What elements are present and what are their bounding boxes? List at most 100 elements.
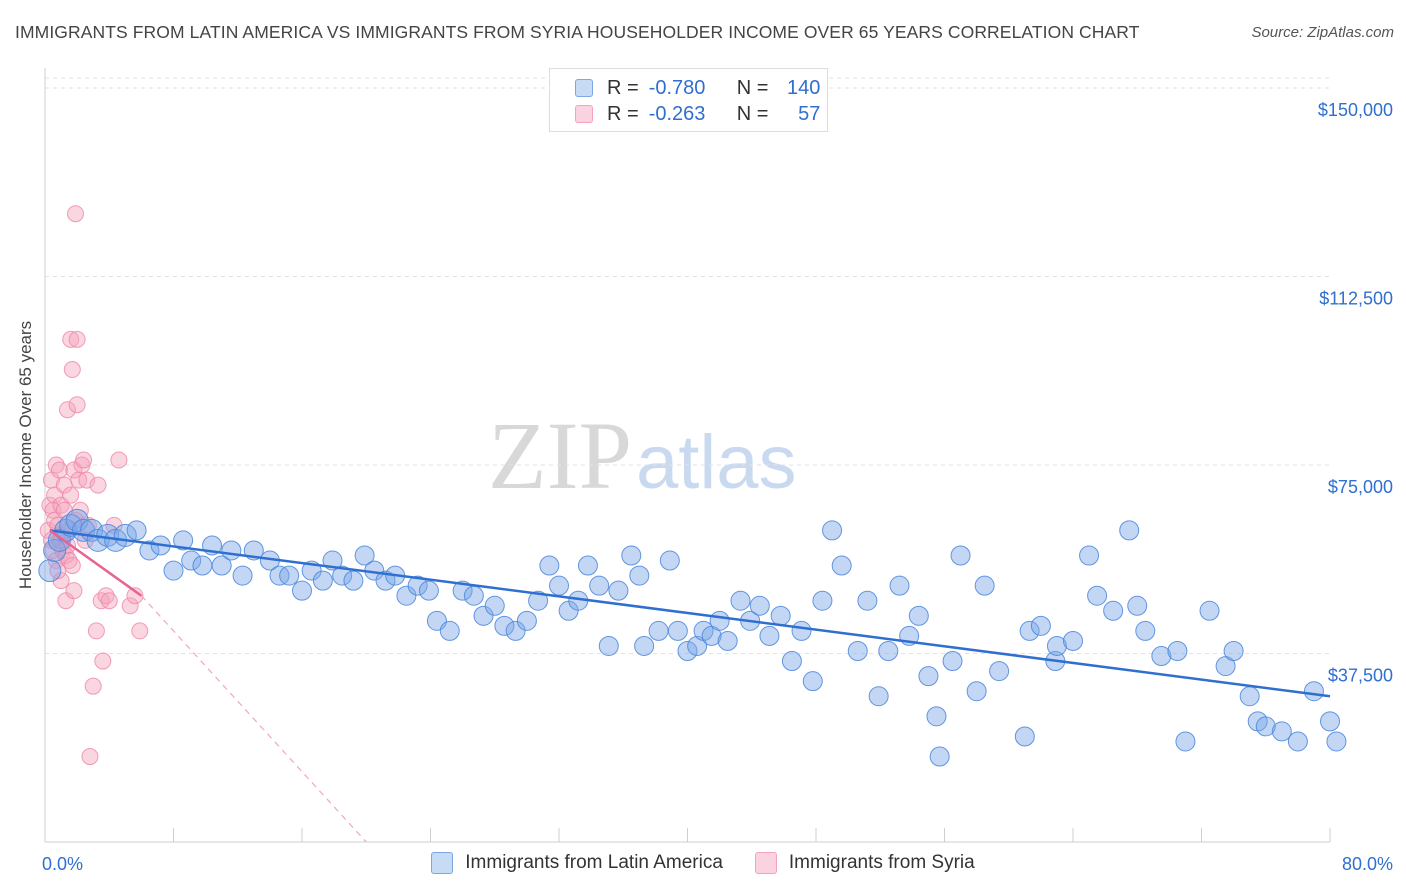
latin-america-point (577, 555, 598, 576)
series-legend: Immigrants from Latin America Immigrants… (0, 852, 1406, 874)
latin-america-point (139, 540, 160, 561)
syria-point (131, 622, 149, 640)
latin-america-point (549, 575, 569, 596)
y-tick-label: $112,500 (1319, 289, 1393, 309)
latin-america-point (812, 590, 833, 611)
latin-america-point (232, 565, 253, 586)
syria-trend-extension (140, 595, 367, 843)
syria-point (50, 461, 68, 479)
latin-america-point (791, 620, 812, 641)
latin-america-point (396, 585, 417, 606)
syria-point (89, 476, 107, 494)
chart-title: IMMIGRANTS FROM LATIN AMERICA VS IMMIGRA… (15, 22, 1140, 42)
latin-america-point (1127, 595, 1148, 616)
legend-label-latin: Immigrants from Latin America (465, 852, 723, 873)
x-tick-label: 80.0% (1342, 854, 1393, 874)
latin-america-point (629, 565, 650, 586)
latin-america-point (192, 555, 213, 576)
latin-america-point (831, 555, 852, 576)
syria-point (63, 557, 81, 575)
latin-america-point (505, 620, 526, 641)
syria-point (110, 451, 128, 469)
latin-america-point (539, 555, 560, 576)
legend-n-value: 57 (798, 102, 821, 125)
latin-america-point (221, 540, 242, 561)
legend-r-value: -0.263 (648, 102, 706, 125)
legend-swatch-latin (575, 79, 593, 97)
latin-america-point (966, 681, 987, 702)
syria-point (62, 330, 80, 348)
source-label: Source: ZipAtlas.com (1251, 24, 1394, 41)
latin-america-point (759, 625, 780, 646)
latin-america-point (950, 545, 971, 566)
legend-r-value: -0.780 (648, 76, 706, 99)
syria-point (87, 622, 105, 640)
latin-america-point (589, 575, 610, 596)
latin-america-point (929, 746, 950, 767)
latin-america-point (1019, 620, 1040, 641)
latin-america-point (770, 605, 791, 626)
y-tick-label: $37,500 (1328, 666, 1393, 686)
latin-america-point (667, 620, 688, 641)
correlation-legend: R = -0.780 N = 140 R = -0.263 N = 57 (549, 68, 828, 132)
latin-america-point (38, 559, 62, 583)
legend-r-label: R = (607, 76, 639, 99)
latin-america-point (516, 610, 537, 631)
latin-america-point (1255, 716, 1276, 737)
y-tick-label: $75,000 (1328, 477, 1393, 497)
latin-america-trend-line (49, 529, 1331, 698)
watermark-zip: ZIP (488, 402, 632, 509)
syria-point (94, 652, 112, 670)
syria-point (84, 677, 102, 695)
syria-points (39, 205, 149, 766)
latin-america-point (847, 641, 868, 661)
latin-america-point (173, 530, 194, 551)
axes (44, 68, 1331, 843)
latin-america-point (1087, 585, 1108, 606)
latin-america-point (407, 575, 428, 596)
legend-swatch-syria (754, 852, 777, 874)
legend-item-syria: Immigrants from Syria (754, 852, 975, 874)
latin-america-point (822, 520, 843, 541)
latin-america-point (354, 545, 375, 566)
latin-america-point (1063, 630, 1083, 651)
tick-labels: $37,500 $75,000 $112,500 $150,000 0.0% 80.0% (42, 100, 1393, 874)
latin-america-point (621, 545, 642, 566)
latin-america-point (1223, 641, 1244, 661)
latin-america-point (648, 620, 669, 641)
syria-point (68, 330, 86, 348)
syria-point (79, 516, 97, 534)
latin-america-point (439, 620, 460, 641)
latin-america-point (709, 610, 730, 631)
latin-america-point (1046, 635, 1067, 656)
watermark-atlas: atlas (636, 420, 797, 505)
latin-america-point (312, 570, 333, 591)
legend-row-syria: R = -0.263 N = 57 (575, 102, 820, 126)
y-axis-label: Householder Income Over 65 years (16, 320, 35, 590)
latin-america-point (1175, 731, 1196, 752)
syria-point (47, 456, 65, 474)
latin-america-point (878, 641, 899, 661)
latin-america-point (1199, 600, 1220, 621)
latin-america-point (292, 580, 312, 601)
latin-america-point (1135, 620, 1156, 641)
latin-america-point (343, 570, 364, 591)
syria-point (67, 205, 85, 223)
latin-america-point (1014, 726, 1035, 747)
syria-point (68, 396, 86, 414)
syria-point (100, 592, 118, 610)
syria-trend-line (49, 529, 143, 597)
latin-america-point (1326, 731, 1347, 752)
latin-america-point (494, 615, 515, 636)
latin-america-point (868, 686, 889, 707)
syria-point (126, 587, 144, 605)
latin-america-point (332, 565, 353, 586)
latin-america-point (598, 635, 619, 656)
latin-america-point (1287, 731, 1308, 752)
latin-america-point (677, 641, 698, 661)
latin-america-point (1103, 600, 1124, 621)
latin-america-point (375, 570, 396, 591)
latin-america-point (181, 550, 202, 571)
latin-america-point (634, 635, 655, 656)
legend-r-label: R = (607, 102, 639, 125)
